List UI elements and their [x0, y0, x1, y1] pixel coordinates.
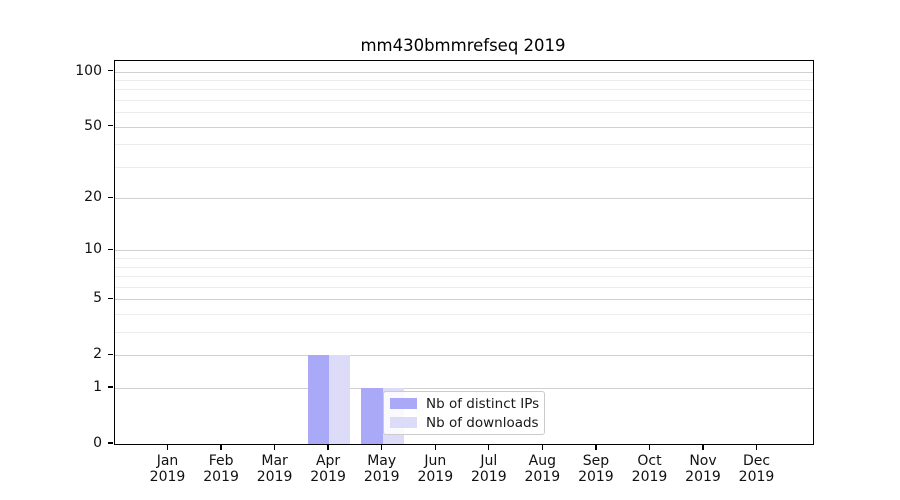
x-tick-mark-mar — [273, 444, 276, 450]
x-tick-label-nov: Nov 2019 — [685, 453, 721, 485]
x-tick-mark-feb — [220, 444, 222, 450]
y-tick-mark-100 — [108, 69, 113, 72]
x-tick-label-apr: Apr 2019 — [310, 453, 346, 485]
x-tick-mark-nov — [702, 444, 704, 450]
x-tick-label-may: May 2019 — [363, 453, 400, 485]
y-tick-label-10: 10 — [84, 241, 102, 258]
legend-label: Nb of downloads — [426, 414, 539, 431]
gridline-minor-4 — [115, 314, 813, 316]
y-tick-label-5: 5 — [93, 290, 102, 307]
bar-nb-of-distinct-ips-may — [361, 388, 383, 444]
gridline-major-10 — [115, 250, 813, 252]
gridline-minor-40 — [115, 144, 813, 146]
y-tick-mark-2 — [108, 353, 113, 355]
y-tick-label-2: 2 — [93, 346, 102, 363]
plot-area: Nb of distinct IPs Nb of downloads — [114, 60, 814, 445]
gridline-minor-7 — [115, 276, 813, 278]
x-tick-label-dec: Dec 2019 — [738, 453, 775, 485]
x-tick-label-sep: Sep 2019 — [578, 453, 614, 485]
x-tick-mark-jul — [488, 444, 490, 450]
y-tick-label-20: 20 — [84, 189, 102, 206]
gridline-major-5 — [115, 299, 813, 301]
bar-nb-of-distinct-ips-apr — [307, 355, 330, 444]
gridline-major-100 — [115, 71, 813, 73]
y-tick-mark-5 — [108, 297, 113, 300]
gridline-minor-9 — [115, 258, 813, 260]
x-tick-mark-apr — [327, 444, 329, 450]
y-tick-mark-0 — [108, 442, 113, 444]
gridline-minor-80 — [115, 89, 813, 91]
x-tick-mark-dec — [755, 444, 758, 450]
gridline-minor-60 — [115, 112, 813, 114]
x-tick-label-feb: Feb 2019 — [203, 453, 239, 485]
legend-swatch-icon — [390, 417, 417, 428]
y-tick-mark-1 — [108, 386, 113, 388]
bar-nb-of-downloads-apr — [329, 355, 351, 444]
legend-item: Nb of distinct IPs — [390, 395, 540, 412]
y-tick-label-1: 1 — [93, 379, 102, 396]
gridline-minor-70 — [115, 99, 813, 101]
x-tick-mark-jan — [166, 444, 169, 450]
legend-item: Nb of downloads — [390, 414, 539, 431]
x-tick-label-jul: Jul 2019 — [470, 453, 507, 485]
y-tick-label-0: 0 — [93, 435, 102, 451]
gridline-major-1 — [115, 388, 813, 390]
y-tick-mark-20 — [108, 196, 113, 198]
x-tick-mark-sep — [595, 444, 597, 450]
gridline-minor-8 — [115, 266, 813, 268]
gridline-major-20 — [115, 198, 813, 200]
gridline-major-2 — [115, 355, 813, 357]
chart-title: mm430bmmrefseq 2019 — [360, 36, 566, 55]
x-tick-mark-jun — [434, 444, 436, 450]
x-tick-label-aug: Aug 2019 — [524, 453, 561, 485]
legend: Nb of distinct IPs Nb of downloads — [383, 391, 545, 435]
y-tick-mark-10 — [108, 248, 113, 251]
y-tick-label-100: 100 — [75, 62, 102, 79]
y-tick-mark-50 — [108, 124, 113, 127]
x-tick-mark-oct — [648, 444, 651, 450]
legend-label: Nb of distinct IPs — [426, 395, 540, 412]
x-tick-mark-aug — [541, 444, 543, 450]
y-tick-label-50: 50 — [84, 117, 102, 134]
gridline-minor-90 — [115, 79, 813, 81]
x-tick-label-jan: Jan 2019 — [149, 453, 186, 485]
x-tick-label-oct: Oct 2019 — [631, 453, 668, 485]
gridline-minor-30 — [115, 166, 813, 168]
gridline-minor-3 — [115, 332, 813, 334]
gridline-minor-6 — [115, 286, 813, 288]
x-tick-label-mar: Mar 2019 — [256, 453, 293, 485]
x-tick-label-jun: Jun 2019 — [417, 453, 454, 485]
gridline-major-50 — [115, 126, 813, 128]
x-tick-mark-may — [381, 444, 383, 450]
legend-swatch-icon — [390, 398, 417, 409]
